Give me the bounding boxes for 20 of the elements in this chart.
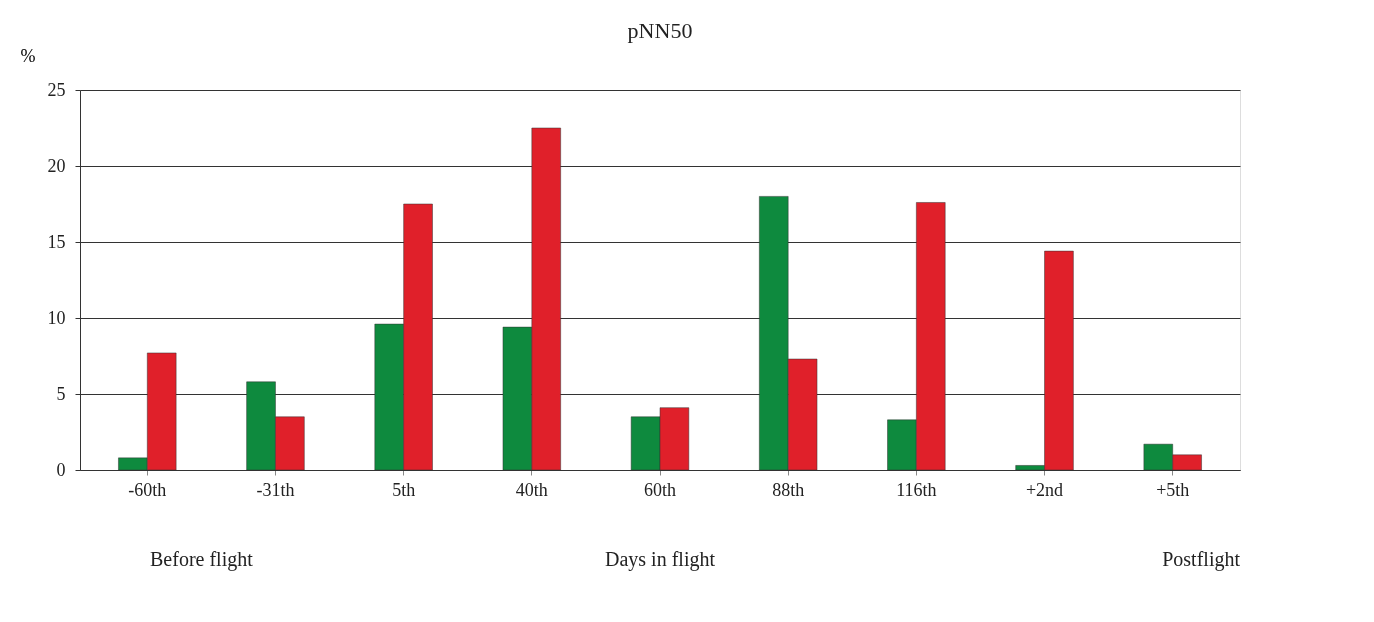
y-tick-label: 5 [56, 383, 66, 404]
x-tick-label: 60th [643, 479, 677, 500]
y-tick-label: 0 [56, 459, 66, 480]
y-tick-label: 20 [47, 155, 66, 176]
x-tick-label: 5th [392, 479, 416, 500]
text: Before flight [150, 548, 254, 571]
x-tick-label: +2nd [1025, 479, 1064, 500]
x-tick-label: 40th [515, 479, 548, 500]
y-tick-label: 15 [47, 231, 66, 252]
text: Days in flight [605, 548, 716, 571]
x-tick-label: +5th [1156, 479, 1190, 500]
x-tick-label: 116th [896, 479, 937, 500]
y-tick-label: 25 [47, 79, 66, 100]
y-axis-title: % [20, 45, 36, 66]
x-tick-label: -31th [256, 479, 295, 500]
x-tick-label: -60th [128, 479, 167, 500]
x-tick-label: 88th [772, 479, 805, 500]
y-tick-label: 10 [47, 307, 66, 328]
chart-title: pNN50 [627, 18, 693, 43]
text: Postflight [1162, 548, 1241, 571]
